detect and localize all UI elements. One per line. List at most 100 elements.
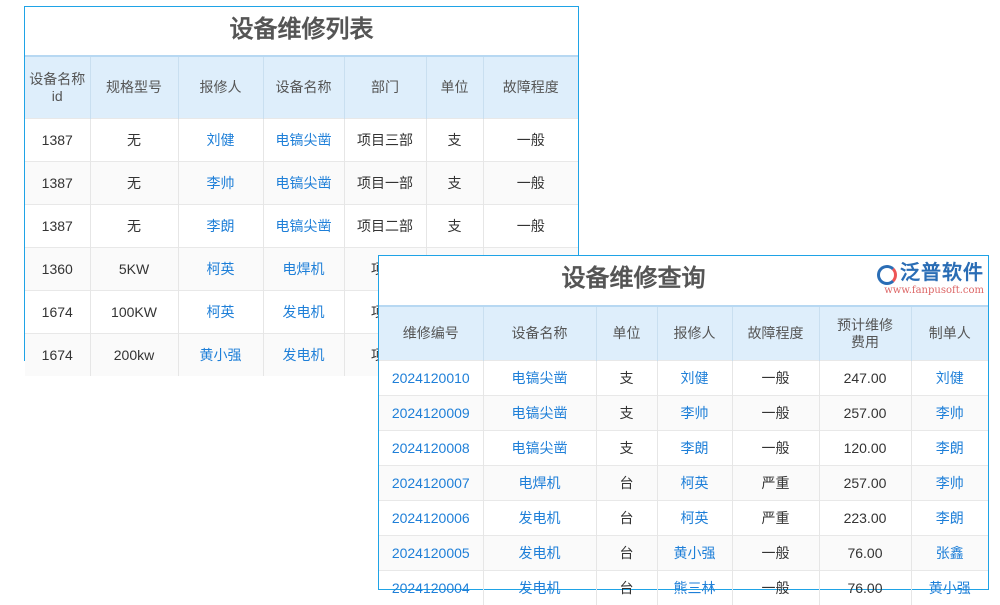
table-cell: 200kw (90, 334, 178, 377)
column-header[interactable]: 单位 (426, 57, 483, 119)
table-cell: 76.00 (819, 536, 911, 571)
fanpu-logo: 泛普软件 www.fanpusoft.com (877, 262, 984, 296)
column-header[interactable]: 预计维修费用 (819, 307, 911, 361)
table-cell[interactable]: 电镐尖凿 (483, 431, 596, 466)
table-cell[interactable]: 刘健 (178, 119, 263, 162)
table-cell: 无 (90, 119, 178, 162)
column-header[interactable]: 设备名称 (263, 57, 344, 119)
table-cell[interactable]: 李帅 (911, 466, 988, 501)
table-cell[interactable]: 张鑫 (911, 536, 988, 571)
table-cell[interactable]: 柯英 (657, 466, 732, 501)
table-cell: 严重 (732, 501, 819, 536)
table-cell[interactable]: 2024120006 (379, 501, 483, 536)
table-cell: 项目三部 (344, 119, 426, 162)
table-cell: 257.00 (819, 466, 911, 501)
table-cell[interactable]: 2024120005 (379, 536, 483, 571)
column-header[interactable]: 设备名称 (483, 307, 596, 361)
table-cell: 支 (426, 205, 483, 248)
table-cell[interactable]: 发电机 (263, 291, 344, 334)
table-cell[interactable]: 李帅 (657, 396, 732, 431)
table-cell: 一般 (732, 361, 819, 396)
table-cell[interactable]: 发电机 (263, 334, 344, 377)
table-cell: 一般 (483, 119, 578, 162)
table-cell[interactable]: 2024120010 (379, 361, 483, 396)
table-cell: 无 (90, 205, 178, 248)
table-cell[interactable]: 李朗 (657, 431, 732, 466)
table-cell: 支 (596, 431, 657, 466)
table-cell[interactable]: 2024120008 (379, 431, 483, 466)
table-cell: 223.00 (819, 501, 911, 536)
table-cell: 台 (596, 501, 657, 536)
table-cell[interactable]: 电镐尖凿 (263, 162, 344, 205)
column-header[interactable]: 故障程度 (483, 57, 578, 119)
table-cell: 项目二部 (344, 205, 426, 248)
logo-url: www.fanpusoft.com (877, 285, 984, 296)
table-cell[interactable]: 柯英 (178, 291, 263, 334)
table-cell: 257.00 (819, 396, 911, 431)
table-cell[interactable]: 电焊机 (483, 466, 596, 501)
logo-name: 泛普软件 (900, 262, 984, 284)
table-cell: 项目一部 (344, 162, 426, 205)
table-cell: 5KW (90, 248, 178, 291)
table-cell[interactable]: 发电机 (483, 501, 596, 536)
column-header[interactable]: 维修编号 (379, 307, 483, 361)
table-cell[interactable]: 刘健 (911, 361, 988, 396)
table-cell: 台 (596, 466, 657, 501)
list-title: 设备维修列表 (25, 7, 578, 57)
table-cell[interactable]: 柯英 (657, 501, 732, 536)
table-cell[interactable]: 黄小强 (178, 334, 263, 377)
table-cell[interactable]: 电镐尖凿 (263, 119, 344, 162)
table-cell[interactable]: 发电机 (483, 536, 596, 571)
table-cell: 一般 (732, 431, 819, 466)
table-cell[interactable]: 电镐尖凿 (263, 205, 344, 248)
table-cell: 严重 (732, 466, 819, 501)
table-cell[interactable]: 电焊机 (263, 248, 344, 291)
column-header[interactable]: 单位 (596, 307, 657, 361)
table-cell[interactable]: 李帅 (911, 396, 988, 431)
table-cell: 一般 (732, 396, 819, 431)
column-header[interactable]: 部门 (344, 57, 426, 119)
table-cell: 1674 (25, 291, 90, 334)
column-header[interactable]: 报修人 (657, 307, 732, 361)
table-cell: 台 (596, 536, 657, 571)
column-header[interactable]: 规格型号 (90, 57, 178, 119)
table-cell[interactable]: 李帅 (178, 162, 263, 205)
table-cell[interactable]: 刘健 (657, 361, 732, 396)
column-header[interactable]: 故障程度 (732, 307, 819, 361)
table-cell[interactable]: 2024120009 (379, 396, 483, 431)
table-cell[interactable]: 电镐尖凿 (483, 396, 596, 431)
table-cell: 1387 (25, 162, 90, 205)
table-cell: 一般 (732, 536, 819, 571)
column-header[interactable]: 设备名称id (25, 57, 90, 119)
column-header[interactable]: 制单人 (911, 307, 988, 361)
table-cell[interactable]: 李朗 (911, 501, 988, 536)
table-cell: 1387 (25, 119, 90, 162)
table-cell: 支 (596, 361, 657, 396)
table-cell: 120.00 (819, 431, 911, 466)
table-cell[interactable]: 李朗 (911, 431, 988, 466)
table-cell: 一般 (483, 162, 578, 205)
logo-mark-icon (877, 265, 897, 285)
table-cell: 1387 (25, 205, 90, 248)
table-cell: 支 (426, 119, 483, 162)
table-cell[interactable]: 电镐尖凿 (483, 361, 596, 396)
table-cell[interactable]: 李朗 (178, 205, 263, 248)
table-cell: 247.00 (819, 361, 911, 396)
table-cell[interactable]: 黄小强 (657, 536, 732, 571)
table-cell: 无 (90, 162, 178, 205)
column-header[interactable]: 报修人 (178, 57, 263, 119)
table-cell[interactable]: 柯英 (178, 248, 263, 291)
table-cell[interactable]: 2024120007 (379, 466, 483, 501)
table-cell: 一般 (483, 205, 578, 248)
